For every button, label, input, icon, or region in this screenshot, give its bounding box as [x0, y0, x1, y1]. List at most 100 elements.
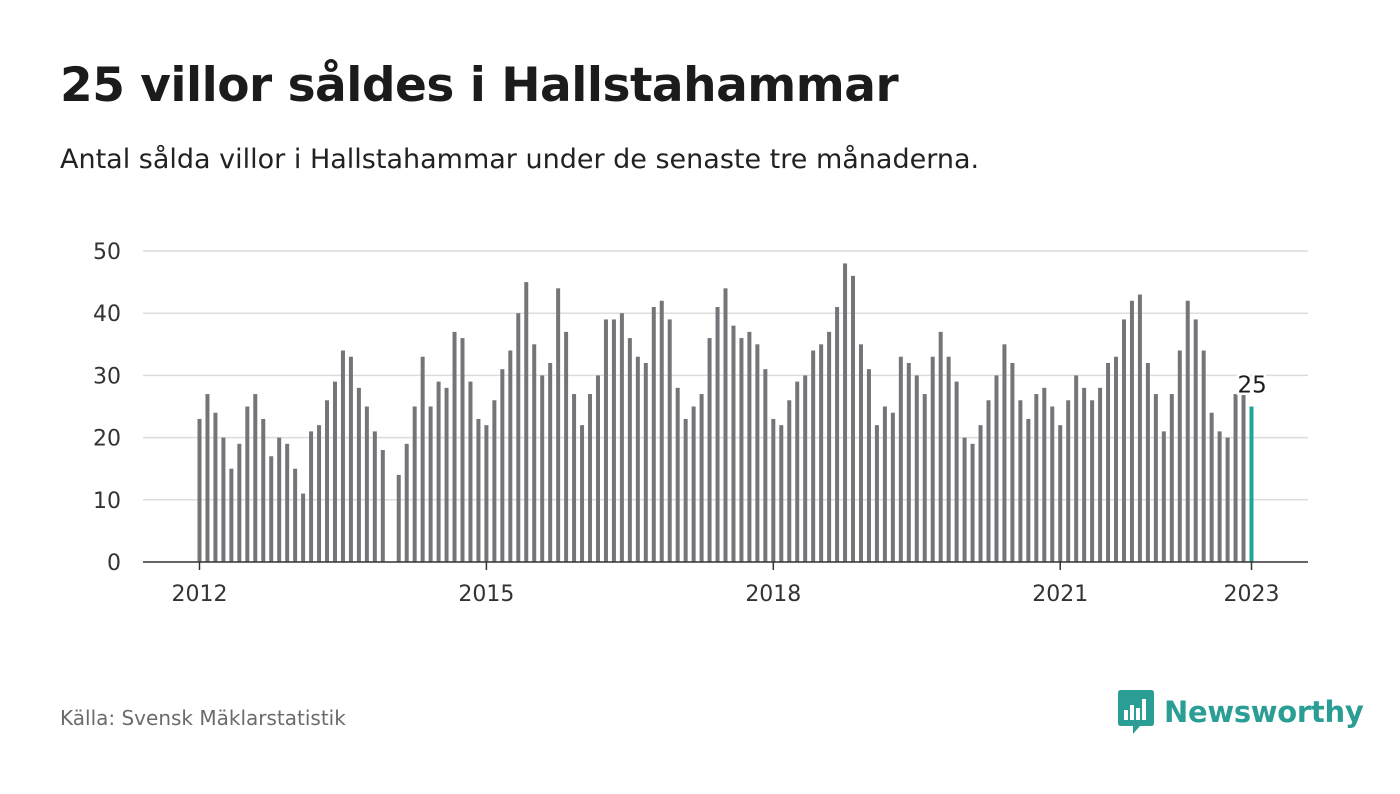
bar: [332, 381, 337, 562]
bar: [635, 356, 640, 562]
bar: [436, 381, 441, 562]
bar-chart: 0 10 20 30 40 50 2012 2015 2018 2021 2023 25: [93, 240, 1308, 607]
y-tick-label: 10: [93, 489, 121, 514]
bar: [994, 375, 999, 562]
bar: [229, 468, 234, 562]
y-tick-label: 40: [93, 302, 121, 327]
bar: [285, 443, 290, 562]
bar: [420, 356, 425, 562]
highlighted-bar: [1249, 406, 1254, 562]
bar: [1201, 350, 1206, 562]
bar: [898, 356, 903, 562]
bar: [572, 394, 577, 562]
bar: [1098, 387, 1103, 562]
source-note: Källa: Svensk Mäklarstatistik: [60, 706, 346, 730]
bar: [396, 474, 401, 562]
bar: [675, 387, 680, 562]
y-tick-label: 50: [93, 240, 121, 265]
bar: [524, 282, 529, 562]
bar: [1225, 437, 1230, 562]
bar: [508, 350, 513, 562]
bar: [890, 412, 895, 562]
bar: [1018, 400, 1023, 562]
bar: [1026, 418, 1031, 562]
bar: [348, 356, 353, 562]
brand-name: Newsworthy: [1164, 695, 1364, 729]
bar: [707, 338, 712, 562]
bar: [261, 418, 266, 562]
bar: [245, 406, 250, 562]
bar: [946, 356, 951, 562]
bar: [755, 344, 760, 562]
bar: [540, 375, 545, 562]
bar: [779, 425, 784, 562]
bar: [1129, 300, 1134, 562]
bar: [492, 400, 497, 562]
bar: [548, 362, 553, 562]
bar: [811, 350, 816, 562]
bar: [970, 443, 975, 562]
chart-title: 25 villor såldes i Hallstahammar: [60, 58, 899, 113]
bar: [380, 450, 385, 562]
bar: [237, 443, 242, 562]
bar: [1193, 319, 1198, 562]
bar: [938, 331, 943, 562]
bar: [1010, 362, 1015, 562]
bar: [930, 356, 935, 562]
bar: [978, 425, 983, 562]
highlight-value-label: 25: [1238, 373, 1267, 399]
bar: [1121, 319, 1126, 562]
bar: [603, 319, 608, 562]
bar: [723, 288, 728, 562]
bar: [364, 406, 369, 562]
bar: [843, 263, 848, 562]
bar: [914, 375, 919, 562]
bar: [1209, 412, 1214, 562]
bar: [747, 331, 752, 562]
y-tick-label: 30: [93, 364, 121, 389]
bar: [1169, 394, 1174, 562]
x-tick-label: 2021: [1032, 582, 1088, 607]
bar: [627, 338, 632, 562]
bar: [954, 381, 959, 562]
bar: [659, 300, 664, 562]
bar: [763, 369, 768, 562]
bar: [500, 369, 505, 562]
bar: [1034, 394, 1039, 562]
bar: [1090, 400, 1095, 562]
bar: [611, 319, 616, 562]
bar: [197, 418, 202, 562]
bar: [1185, 300, 1190, 562]
bar: [404, 443, 409, 562]
bar: [532, 344, 537, 562]
bar: [667, 319, 672, 562]
bar: [643, 362, 648, 562]
bar: [325, 400, 330, 562]
bar: [771, 418, 776, 562]
bar: [1074, 375, 1079, 562]
bar: [340, 350, 345, 562]
newsworthy-logo-icon: [1118, 690, 1154, 734]
bar: [1161, 431, 1166, 562]
bar: [468, 381, 473, 562]
bar: [906, 362, 911, 562]
newsworthy-logo: Newsworthy: [1118, 690, 1364, 734]
bar: [619, 313, 624, 562]
bar: [858, 344, 863, 562]
bar: [309, 431, 314, 562]
bar: [819, 344, 824, 562]
bar: [1137, 294, 1142, 562]
bar: [205, 394, 210, 562]
bar: [922, 394, 927, 562]
bar: [452, 331, 457, 562]
bar: [1066, 400, 1071, 562]
bar: [787, 400, 792, 562]
x-tick-label: 2012: [172, 582, 228, 607]
bar: [827, 331, 832, 562]
bar: [1042, 387, 1047, 562]
bar: [428, 406, 433, 562]
bar: [699, 394, 704, 562]
bar: [986, 400, 991, 562]
bar: [1106, 362, 1111, 562]
x-tick-label: 2023: [1224, 582, 1280, 607]
